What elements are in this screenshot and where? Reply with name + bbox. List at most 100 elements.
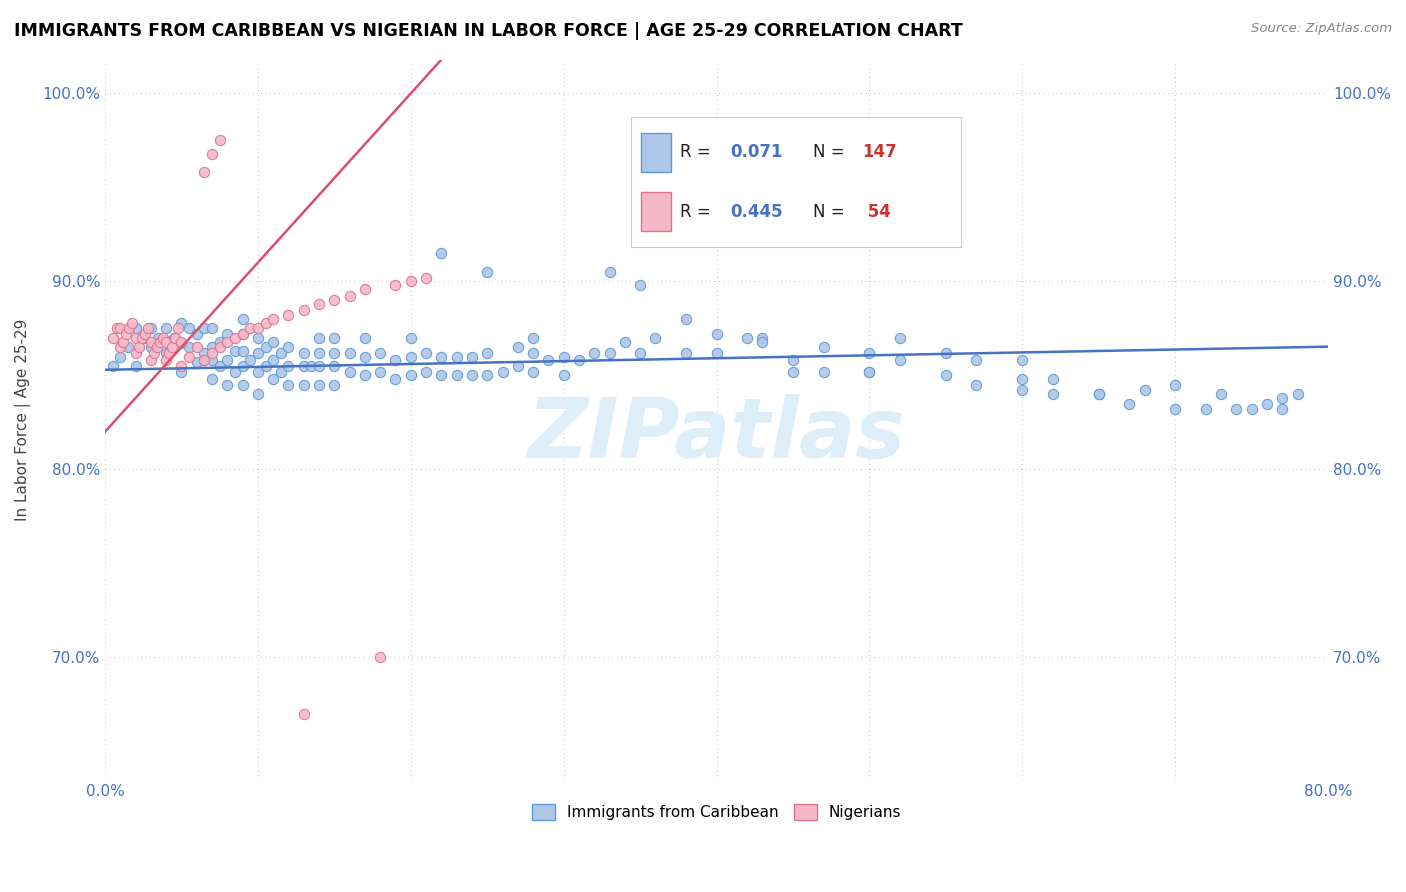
Point — [1271, 391, 1294, 405]
Point — [430, 246, 453, 260]
Point — [124, 331, 146, 345]
Text: IMMIGRANTS FROM CARIBBEAN VS NIGERIAN IN LABOR FORCE | AGE 25-29 CORRELATION CHA: IMMIGRANTS FROM CARIBBEAN VS NIGERIAN IN… — [14, 22, 963, 40]
Point — [124, 359, 146, 373]
Point — [217, 327, 239, 342]
Point — [1088, 387, 1111, 401]
Point — [292, 706, 315, 721]
Point — [232, 377, 254, 392]
Point — [254, 316, 277, 330]
Point — [254, 340, 277, 354]
Point — [217, 377, 239, 392]
Point — [193, 321, 215, 335]
Point — [262, 312, 284, 326]
Point — [477, 368, 499, 383]
Point — [553, 368, 575, 383]
Point — [101, 331, 124, 345]
Point — [644, 331, 666, 345]
Point — [186, 340, 208, 354]
Point — [354, 350, 377, 364]
Point — [461, 350, 484, 364]
Point — [115, 327, 138, 342]
Point — [522, 346, 544, 360]
Point — [239, 321, 262, 335]
Point — [889, 353, 911, 368]
Point — [461, 368, 484, 383]
Legend: Immigrants from Caribbean, Nigerians: Immigrants from Caribbean, Nigerians — [526, 797, 907, 826]
Point — [339, 365, 361, 379]
Point — [208, 334, 231, 349]
Point — [1256, 396, 1278, 410]
Point — [354, 368, 377, 383]
Point — [506, 359, 529, 373]
Point — [399, 368, 422, 383]
Point — [1011, 372, 1033, 386]
Point — [232, 359, 254, 373]
Point — [136, 321, 159, 335]
Point — [149, 334, 172, 349]
Point — [139, 340, 162, 354]
Point — [193, 346, 215, 360]
Point — [1088, 387, 1111, 401]
Point — [254, 359, 277, 373]
Point — [308, 359, 330, 373]
Point — [177, 321, 200, 335]
Point — [430, 350, 453, 364]
Point — [354, 331, 377, 345]
Point — [121, 316, 143, 330]
Point — [966, 377, 988, 392]
Point — [368, 650, 391, 665]
Point — [1042, 372, 1064, 386]
Point — [415, 346, 437, 360]
Point — [368, 365, 391, 379]
Point — [239, 353, 262, 368]
Point — [1164, 402, 1187, 417]
Point — [224, 343, 246, 358]
Point — [232, 312, 254, 326]
Point — [751, 334, 773, 349]
Point — [246, 331, 269, 345]
Point — [162, 340, 184, 354]
Point — [262, 372, 284, 386]
Point — [292, 359, 315, 373]
Point — [155, 353, 177, 368]
Point — [262, 353, 284, 368]
Point — [232, 343, 254, 358]
Point — [384, 278, 406, 293]
Point — [105, 321, 128, 335]
Point — [139, 353, 162, 368]
Point — [1195, 402, 1218, 417]
Point — [430, 368, 453, 383]
Point — [415, 270, 437, 285]
Point — [155, 334, 177, 349]
Point — [128, 340, 150, 354]
Point — [368, 346, 391, 360]
Point — [131, 331, 153, 345]
Point — [323, 331, 346, 345]
Point — [110, 350, 132, 364]
Point — [323, 346, 346, 360]
Point — [323, 377, 346, 392]
Point — [1133, 384, 1156, 398]
Point — [354, 282, 377, 296]
Point — [583, 346, 606, 360]
Point — [139, 334, 162, 349]
Point — [1225, 402, 1247, 417]
Point — [201, 340, 224, 354]
Point — [201, 146, 224, 161]
Point — [323, 293, 346, 308]
Point — [537, 353, 560, 368]
Point — [935, 368, 957, 383]
Point — [299, 359, 322, 373]
Point — [1211, 387, 1233, 401]
Point — [148, 331, 170, 345]
Point — [477, 346, 499, 360]
Point — [1042, 387, 1064, 401]
Point — [217, 353, 239, 368]
Point — [117, 340, 139, 354]
Point — [628, 346, 651, 360]
Point — [142, 346, 165, 360]
Point — [308, 346, 330, 360]
Point — [170, 365, 193, 379]
Point — [170, 359, 193, 373]
Point — [491, 365, 513, 379]
